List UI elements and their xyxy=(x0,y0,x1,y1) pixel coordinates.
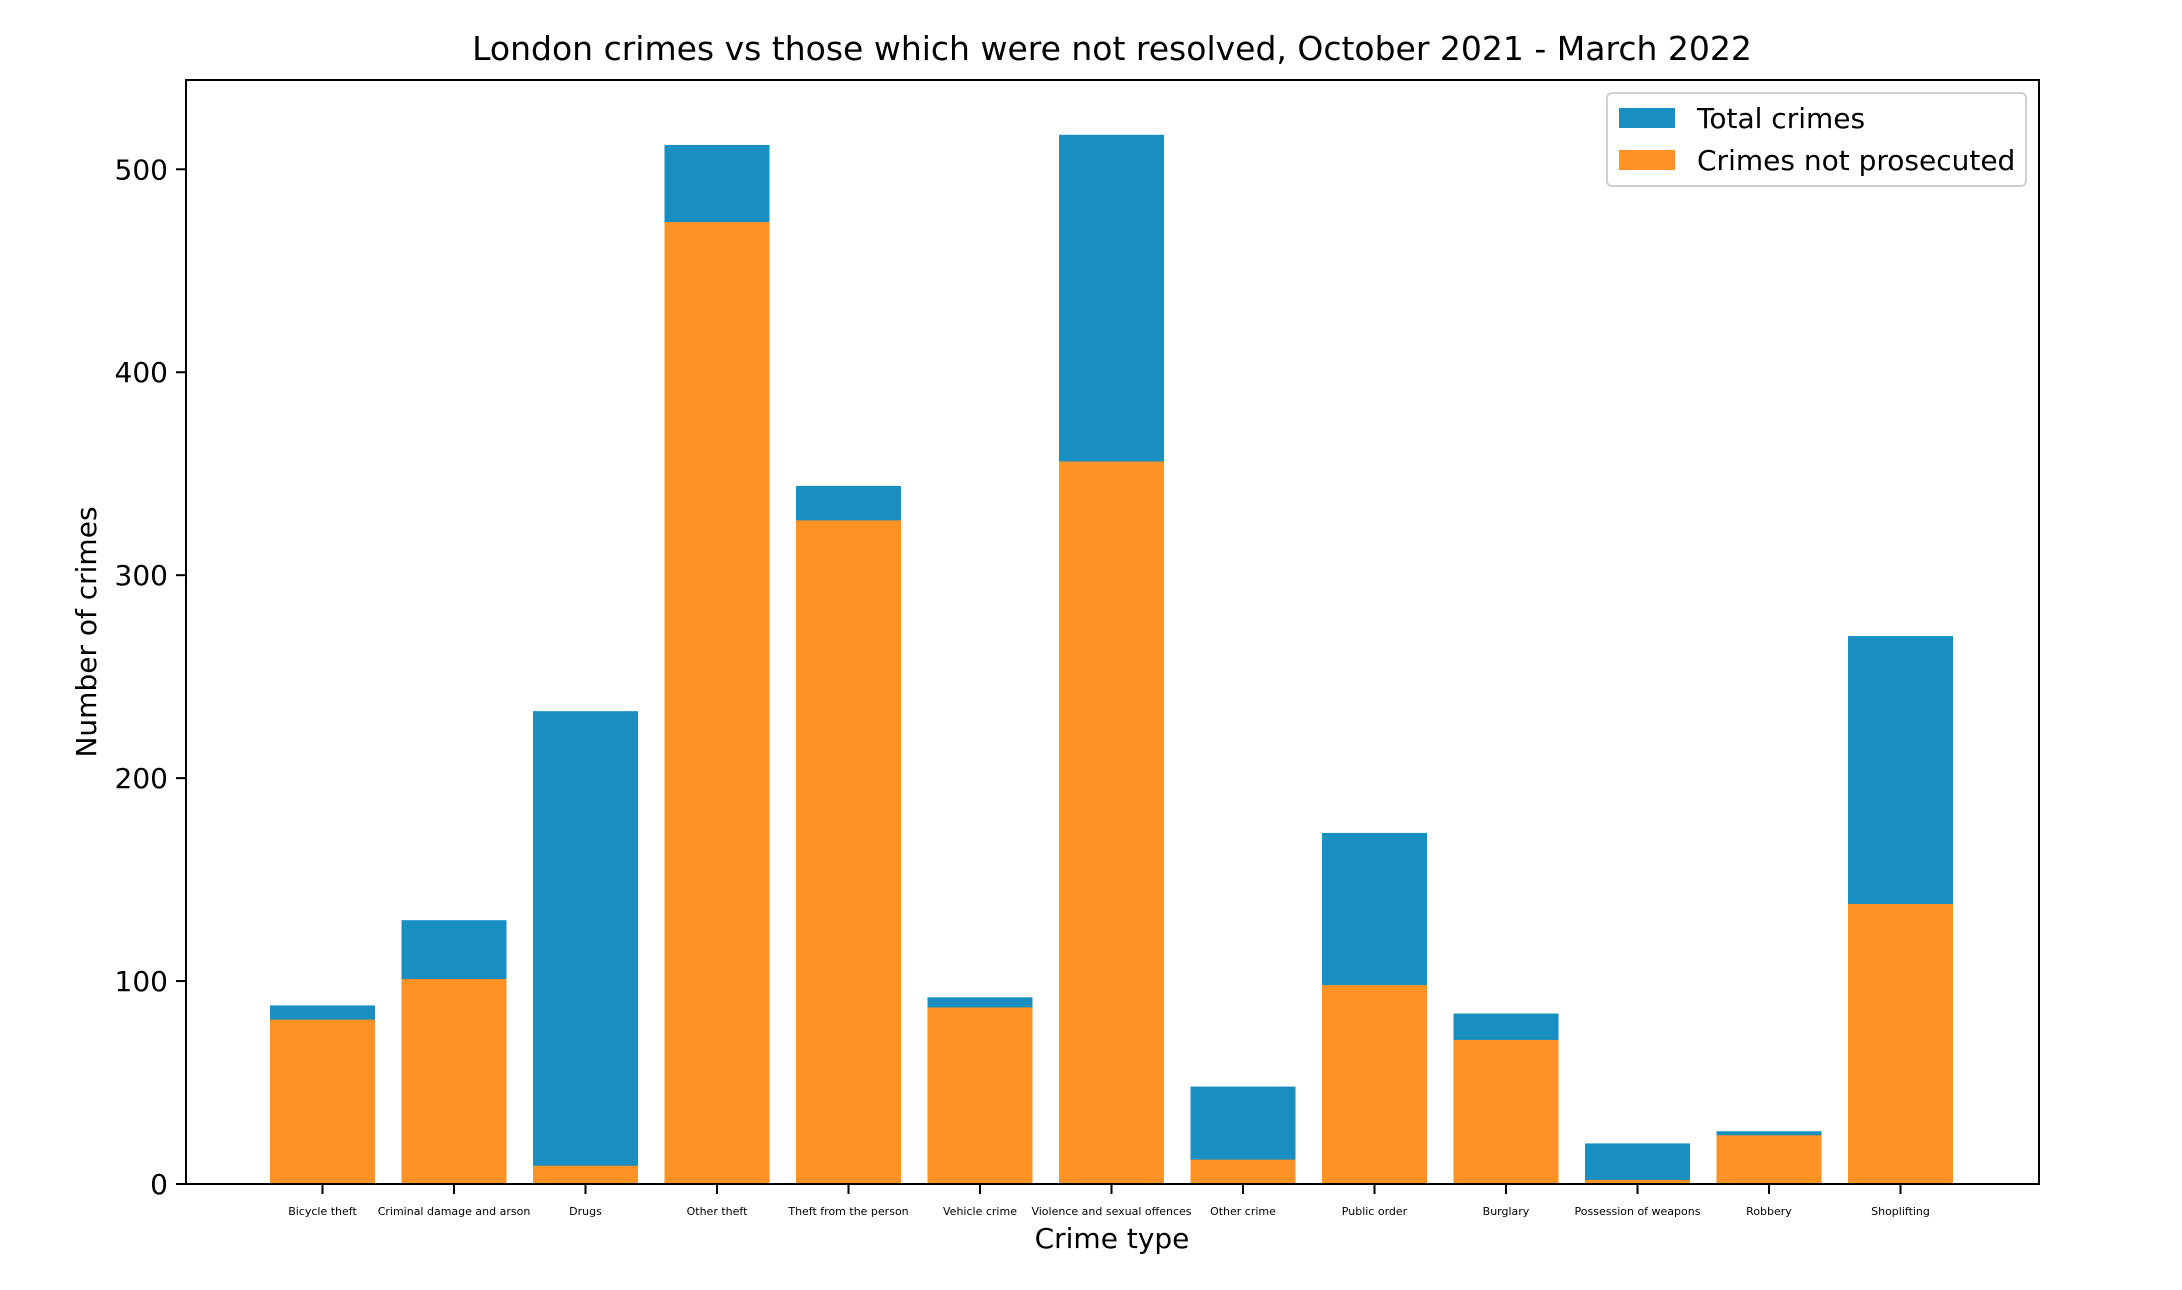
bar-total-crimes-drugs xyxy=(533,711,638,1184)
y-tick-label-200: 200 xyxy=(115,762,168,795)
x-tick-label-shoplifting: Shoplifting xyxy=(1871,1205,1930,1218)
bar-crimes-not-prosecuted-vehicle-crime xyxy=(927,1007,1033,1184)
legend-swatch-crimes-not-prosecuted xyxy=(1619,150,1675,170)
bars-layer xyxy=(270,134,1953,1185)
y-tick-label-0: 0 xyxy=(150,1168,168,1201)
bar-crimes-not-prosecuted-theft-from-the-person xyxy=(796,520,901,1184)
x-tick-label-other-theft: Other theft xyxy=(687,1205,748,1218)
x-tick-label-possession-of-weapons: Possession of weapons xyxy=(1575,1205,1701,1218)
x-tick-label-drugs: Drugs xyxy=(569,1205,602,1218)
x-tick-label-robbery: Robbery xyxy=(1746,1205,1792,1218)
x-axis-label: Crime type xyxy=(1035,1222,1190,1255)
x-tick-label-bicycle-theft: Bicycle theft xyxy=(288,1205,357,1218)
x-tick-label-vehicle-crime: Vehicle crime xyxy=(943,1205,1017,1218)
legend-label-crimes-not-prosecuted: Crimes not prosecuted xyxy=(1697,144,2015,177)
x-tick-label-burglary: Burglary xyxy=(1483,1205,1530,1218)
legend-frame xyxy=(1606,92,2027,187)
bar-crimes-not-prosecuted-public-order xyxy=(1322,985,1427,1184)
y-axis-label: Number of crimes xyxy=(70,506,103,757)
y-tick-label-500: 500 xyxy=(115,153,168,186)
x-axis: Bicycle theft Criminal damage and arson Dr… xyxy=(288,1184,1930,1218)
y-tick-label-300: 300 xyxy=(115,559,168,592)
x-tick-label-violence-and-sexual-offences: Violence and sexual offences xyxy=(1031,1205,1191,1218)
y-axis: 0 100 200 300 400 500 xyxy=(115,153,186,1201)
bar-crimes-not-prosecuted-burglary xyxy=(1453,1039,1559,1184)
x-tick-label-criminal-damage-and-arson: Criminal damage and arson xyxy=(378,1205,531,1218)
x-tick-label-theft-from-the-person: Theft from the person xyxy=(787,1205,908,1218)
bar-crimes-not-prosecuted-other-theft xyxy=(664,222,770,1184)
bar-crimes-not-prosecuted-possession-of-weapons xyxy=(1585,1179,1690,1184)
bar-crimes-not-prosecuted-robbery xyxy=(1716,1135,1822,1184)
y-tick-label-100: 100 xyxy=(115,965,168,998)
bar-crimes-not-prosecuted-violence-and-sexual-offences xyxy=(1059,461,1164,1184)
legend-swatch-total-crimes xyxy=(1619,108,1675,128)
bar-total-crimes-possession-of-weapons xyxy=(1585,1143,1690,1184)
legend-label-total-crimes: Total crimes xyxy=(1696,102,1865,135)
x-tick-label-other-crime: Other crime xyxy=(1210,1205,1276,1218)
legend: Total crimes Crimes not prosecuted xyxy=(1606,92,2027,187)
bar-crimes-not-prosecuted-drugs xyxy=(533,1165,638,1184)
series-crimes-not-prosecuted xyxy=(270,222,1953,1184)
y-tick-label-400: 400 xyxy=(115,356,168,389)
chart-title: London crimes vs those which were not re… xyxy=(472,29,1752,68)
x-tick-label-public-order: Public order xyxy=(1342,1205,1408,1218)
bar-crimes-not-prosecuted-criminal-damage-and-arson xyxy=(401,979,507,1184)
bar-crimes-not-prosecuted-other-crime xyxy=(1190,1159,1296,1184)
bar-crimes-not-prosecuted-bicycle-theft xyxy=(270,1019,375,1184)
bar-crimes-not-prosecuted-shoplifting xyxy=(1848,903,1953,1184)
